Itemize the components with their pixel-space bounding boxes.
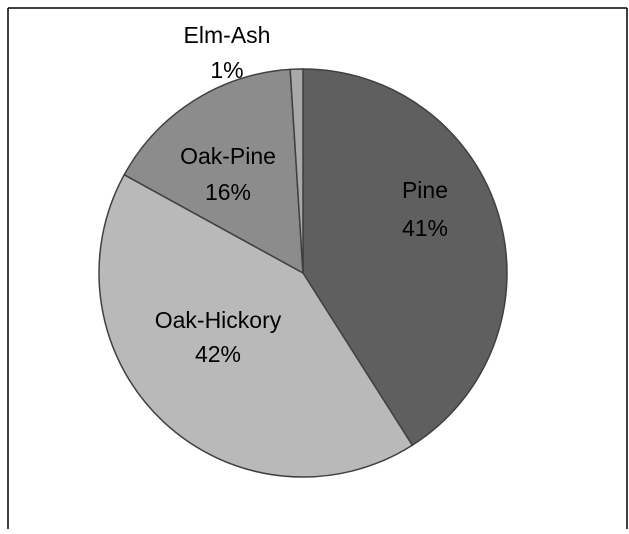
slice-label: Oak-Hickory (155, 307, 282, 333)
slice-value-label: 1% (210, 57, 243, 83)
slice-value-label: 41% (402, 215, 448, 241)
slice-label: Oak-Pine (180, 143, 276, 169)
pie-slice (98, 173, 414, 478)
slice-value-label: 16% (205, 179, 251, 205)
slice-label: Pine (402, 177, 448, 203)
pie-slice (289, 68, 304, 274)
slice-value-label: 42% (195, 341, 241, 367)
pie-slice (123, 68, 304, 275)
slice-label: Elm-Ash (184, 22, 271, 48)
pie-slice (302, 68, 508, 447)
